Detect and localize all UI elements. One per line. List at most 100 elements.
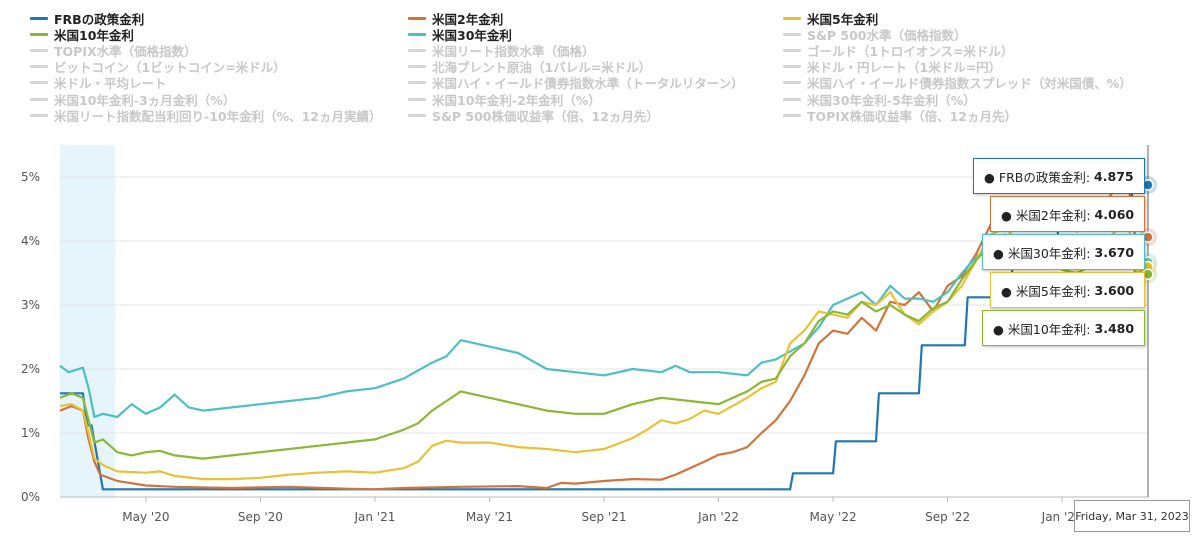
legend-item-label: 米国ハイ・イールド債券指数水準（トータルリターン） bbox=[432, 76, 744, 92]
tooltip-series-label: ● 米国10年金利: bbox=[993, 321, 1091, 337]
legend-item[interactable]: ゴールド（1トロイオンス=米ドル） bbox=[783, 42, 1132, 59]
legend-item[interactable]: 米国10年金利-3ヵ月金利（%） bbox=[30, 91, 382, 108]
tooltip-series-label: ● 米国2年金利: bbox=[1001, 207, 1091, 223]
legend-item[interactable]: S&P 500株価収益率（倍、12ヵ月先） bbox=[408, 107, 744, 124]
legend-item[interactable]: 米国10年金利 bbox=[30, 26, 382, 43]
y-tick-label: 5% bbox=[21, 170, 40, 184]
legend-column: 米国5年金利 S&P 500水準（価格指数） ゴールド（1トロイオンス=米ドル） 米ド… bbox=[783, 10, 1132, 124]
legend-item[interactable]: 米国ハイ・イールド債券指数水準（トータルリターン） bbox=[408, 75, 744, 91]
y-tick-label: 3% bbox=[21, 298, 40, 312]
legend-swatch-icon bbox=[408, 81, 426, 85]
x-tick-label: Jan '23 bbox=[1041, 510, 1083, 524]
tooltip-value: 3.600 bbox=[1094, 282, 1135, 298]
legend-swatch-icon bbox=[783, 113, 801, 117]
legend-swatch-icon bbox=[408, 97, 426, 101]
tooltip-value: 4.875 bbox=[1094, 168, 1134, 184]
legend-swatch-icon bbox=[783, 81, 801, 85]
legend-item-label: 北海ブレント原油（1バレル=米ドル） bbox=[432, 60, 652, 76]
legend-item-label: 米国5年金利 bbox=[807, 11, 879, 27]
legend-item-label: S&P 500株価収益率（倍、12ヵ月先） bbox=[432, 108, 659, 124]
legend-swatch-icon bbox=[408, 32, 426, 36]
x-tick-label: Jan '22 bbox=[697, 510, 739, 524]
series-tooltip: ● 米国30年金利: 3.670 bbox=[982, 234, 1146, 270]
legend-item-label: 米国10年金利-2年金利（%） bbox=[432, 92, 601, 108]
legend-swatch-icon bbox=[30, 65, 48, 69]
legend-item[interactable]: 米国リート指数配当利回り-10年金利（%、12ヵ月実績） bbox=[30, 107, 382, 124]
legend-swatch-icon bbox=[783, 65, 801, 69]
series-line bbox=[59, 239, 1149, 460]
legend-item-label: 米国30年金利-5年金利（%） bbox=[807, 92, 976, 108]
x-tick-label: Sep '20 bbox=[238, 510, 283, 524]
x-tick-label: May '20 bbox=[122, 510, 169, 524]
legend-swatch-icon bbox=[30, 32, 48, 36]
legend-item[interactable]: 米ドル・平均レート bbox=[30, 75, 382, 91]
series-tooltip: ● 米国2年金利: 4.060 bbox=[990, 196, 1146, 232]
x-tick-label: Sep '21 bbox=[582, 510, 627, 524]
legend-item[interactable]: 米ドル・円レート（1米ドル=円） bbox=[783, 59, 1132, 75]
legend-item-label: 米国30年金利 bbox=[432, 27, 512, 43]
legend-swatch-icon bbox=[783, 97, 801, 101]
legend-item-label: ビットコイン（1ビットコイン=米ドル） bbox=[54, 60, 286, 76]
legend-swatch-icon bbox=[408, 48, 426, 52]
y-tick-label: 1% bbox=[21, 426, 40, 440]
legend-swatch-icon bbox=[30, 81, 48, 85]
legend-swatch-icon bbox=[30, 113, 48, 117]
legend-item-label: 米ドル・円レート（1米ドル=円） bbox=[807, 60, 1002, 76]
legend-swatch-icon bbox=[783, 48, 801, 52]
legend-swatch-icon bbox=[408, 16, 426, 20]
series-tooltip: ● 米国10年金利: 3.480 bbox=[982, 310, 1146, 346]
legend-item-label: FRBの政策金利 bbox=[54, 11, 145, 27]
x-tick-label: Sep '22 bbox=[925, 510, 970, 524]
series-tooltip: ● 米国5年金利: 3.600 bbox=[990, 272, 1146, 308]
tooltip-series-label: ● 米国5年金利: bbox=[1001, 283, 1091, 299]
series-tooltip: ● FRBの政策金利: 4.875 bbox=[973, 158, 1145, 194]
legend-item-label: ゴールド（1トロイオンス=米ドル） bbox=[807, 43, 1014, 59]
tooltip-series-label: ● FRBの政策金利: bbox=[984, 169, 1091, 185]
y-tick-label: 2% bbox=[21, 362, 40, 376]
legend-item[interactable]: 米国ハイ・イールド債券指数スプレッド（対米国債、%） bbox=[783, 75, 1132, 91]
legend-item[interactable]: 米国5年金利 bbox=[783, 10, 1132, 27]
x-tick-label: May '22 bbox=[809, 510, 856, 524]
legend-swatch-icon bbox=[30, 16, 48, 20]
y-tick-label: 0% bbox=[21, 490, 40, 504]
legend-item[interactable]: 北海ブレント原油（1バレル=米ドル） bbox=[408, 59, 744, 75]
legend-item-label: 米ドル・平均レート bbox=[54, 76, 167, 92]
legend-item-label: 米国10年金利-3ヵ月金利（%） bbox=[54, 92, 236, 108]
legend-swatch-icon bbox=[408, 65, 426, 69]
legend-item[interactable]: S&P 500水準（価格指数） bbox=[783, 26, 1132, 43]
tooltip-value: 3.480 bbox=[1094, 320, 1135, 336]
legend-item-label: 米国リート指数配当利回り-10年金利（%、12ヵ月実績） bbox=[54, 108, 382, 124]
legend-item[interactable]: 米国10年金利-2年金利（%） bbox=[408, 91, 744, 108]
legend-item-label: 米国リート指数水準（価格） bbox=[432, 43, 595, 59]
date-tooltip: Friday, Mar 31, 2023 bbox=[1074, 500, 1190, 532]
legend-item-label: TOPIX水準（価格指数） bbox=[54, 43, 197, 59]
legend-item-label: 米国10年金利 bbox=[54, 27, 134, 43]
legend-item-label: 米国2年金利 bbox=[432, 11, 504, 27]
legend-swatch-icon bbox=[30, 48, 48, 52]
legend-item[interactable]: 米国2年金利 bbox=[408, 10, 744, 27]
tooltip-value: 3.670 bbox=[1094, 244, 1135, 260]
legend-item-label: TOPIX株価収益率（倍、12ヵ月先） bbox=[807, 108, 1017, 124]
legend: FRBの政策金利 米国10年金利 TOPIX水準（価格指数） ビットコイン（1ビットコ… bbox=[30, 10, 1190, 130]
x-tick-label: May '21 bbox=[466, 510, 513, 524]
legend-item[interactable]: 米国リート指数水準（価格） bbox=[408, 42, 744, 59]
legend-column: 米国2年金利 米国30年金利 米国リート指数水準（価格） 北海ブレント原油（1バレル=… bbox=[408, 10, 744, 124]
legend-swatch-icon bbox=[408, 113, 426, 117]
tooltip-value: 4.060 bbox=[1094, 206, 1135, 222]
legend-item[interactable]: TOPIX水準（価格指数） bbox=[30, 42, 382, 59]
legend-swatch-icon bbox=[30, 97, 48, 101]
legend-item-label: S&P 500水準（価格指数） bbox=[807, 27, 967, 43]
legend-item[interactable]: FRBの政策金利 bbox=[30, 10, 382, 27]
legend-item[interactable]: ビットコイン（1ビットコイン=米ドル） bbox=[30, 59, 382, 75]
tooltip-series-label: ● 米国30年金利: bbox=[993, 245, 1091, 261]
legend-item[interactable]: TOPIX株価収益率（倍、12ヵ月先） bbox=[783, 107, 1132, 124]
legend-column: FRBの政策金利 米国10年金利 TOPIX水準（価格指数） ビットコイン（1ビットコ… bbox=[30, 10, 382, 124]
legend-item[interactable]: 米国30年金利 bbox=[408, 26, 744, 43]
legend-item-label: 米国ハイ・イールド債券指数スプレッド（対米国債、%） bbox=[807, 76, 1132, 92]
x-tick-label: Jan '21 bbox=[354, 510, 396, 524]
legend-swatch-icon bbox=[783, 32, 801, 36]
legend-swatch-icon bbox=[783, 16, 801, 20]
y-tick-label: 4% bbox=[21, 234, 40, 248]
legend-item[interactable]: 米国30年金利-5年金利（%） bbox=[783, 91, 1132, 108]
